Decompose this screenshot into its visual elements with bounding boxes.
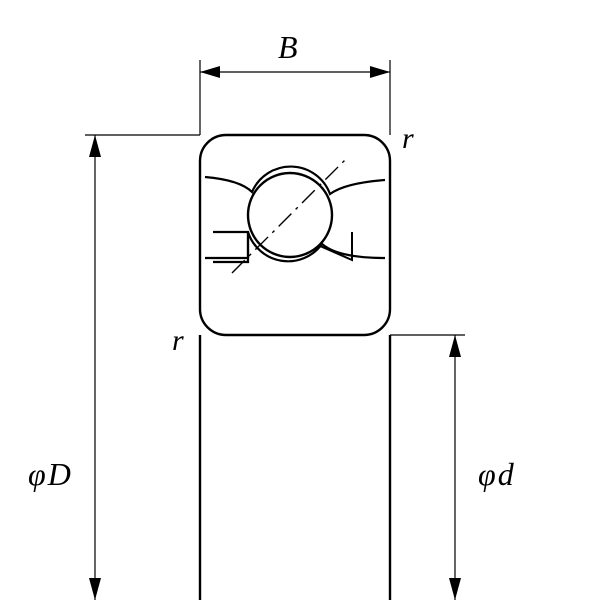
dimension-d: φd	[390, 335, 515, 600]
phi-d: φ	[478, 456, 496, 492]
label-D: φD	[28, 456, 71, 492]
label-r-bottom: r	[172, 324, 184, 357]
label-r-top: r	[402, 122, 414, 155]
bearing-diagram: B r r φD φ	[0, 0, 600, 600]
dimension-D: φD	[28, 135, 200, 600]
label-B: B	[278, 29, 298, 65]
cross-section	[200, 135, 390, 335]
dimension-B: B	[200, 29, 390, 135]
label-d: φd	[478, 456, 515, 492]
phi-D: φ	[28, 456, 46, 492]
